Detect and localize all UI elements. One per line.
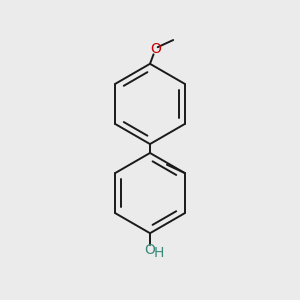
Text: O: O: [145, 243, 155, 256]
Text: O: O: [150, 42, 161, 56]
Text: H: H: [153, 245, 164, 260]
